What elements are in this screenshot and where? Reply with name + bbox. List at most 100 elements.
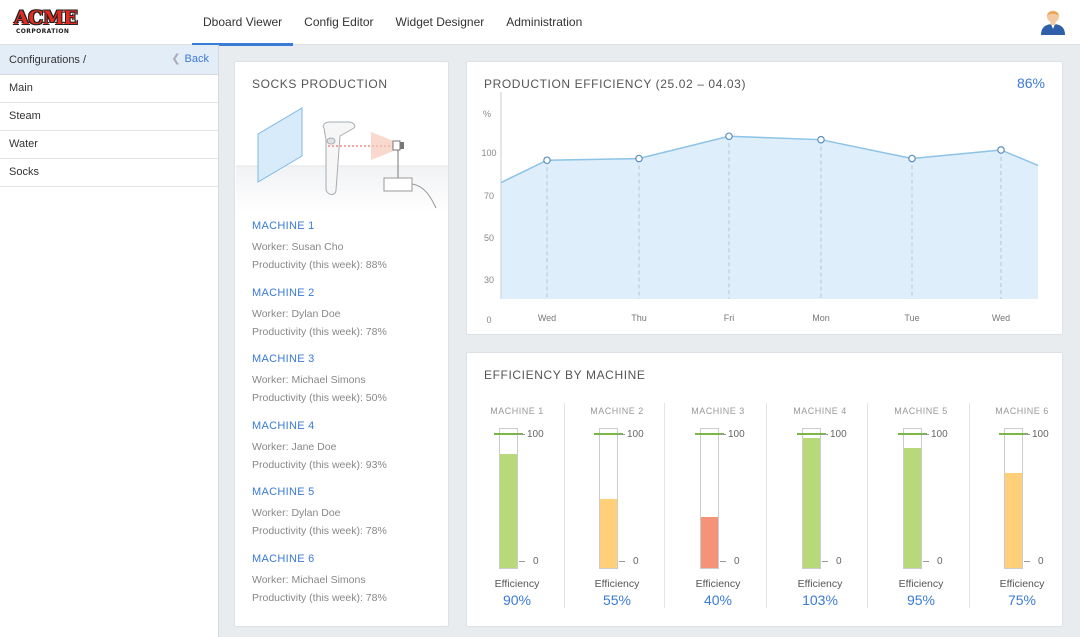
machine-gauge[interactable]: MACHINE 1 100 0 Efficiency 90% — [467, 403, 567, 613]
scale-max-label: 100 — [931, 429, 948, 440]
socks-production-card: SOCKS PRODUCTION MACHINE 1 Worker: Susan… — [234, 61, 449, 627]
machine-productivity: Productivity (this week): 50% — [252, 392, 387, 404]
machine-name[interactable]: MACHINE 6 — [252, 553, 315, 565]
machine-worker: Worker: Jane Doe — [252, 441, 337, 453]
efficiency-caption: Efficiency — [898, 578, 944, 590]
machine-illustration — [236, 107, 448, 214]
scale-tick — [519, 434, 525, 435]
machine-name[interactable]: MACHINE 4 — [252, 420, 315, 432]
gauge-fill — [701, 517, 718, 568]
scale-tick — [1024, 434, 1030, 435]
logo-subtitle: CORPORATION — [16, 28, 70, 35]
scale-max-label: 100 — [1032, 429, 1049, 440]
data-point — [635, 154, 643, 163]
machine-gauge[interactable]: MACHINE 5 100 0 Efficiency 95% — [871, 403, 971, 613]
gauge-fill — [803, 437, 820, 568]
machine-info-1: MACHINE 1 Worker: Susan Cho Productivity… — [252, 220, 442, 274]
data-point — [997, 146, 1005, 154]
sidebar: Configurations / ❮ Back Main Steam Water … — [0, 45, 219, 637]
machine-name[interactable]: MACHINE 5 — [252, 486, 315, 498]
y-tick-label: 100 — [481, 148, 496, 158]
user-avatar-icon[interactable] — [1040, 7, 1066, 35]
machine-gauge[interactable]: MACHINE 2 100 0 Efficiency 55% — [567, 403, 667, 613]
target-line — [797, 433, 826, 435]
scale-min-label: 0 — [937, 556, 943, 567]
machine-info-3: MACHINE 3 Worker: Michael Simons Product… — [252, 353, 442, 407]
machine-worker: Worker: Michael Simons — [252, 574, 366, 586]
scale-tick — [923, 434, 929, 435]
machine-gauge[interactable]: MACHINE 4 100 0 Efficiency 103% — [770, 403, 870, 613]
gauge-tube — [700, 428, 719, 569]
data-point — [908, 154, 916, 163]
production-efficiency-chart: % 0 30 50 70 100 Wed Thu Fri Mon Tue Wed — [481, 92, 1039, 325]
machine-productivity: Productivity (this week): 78% — [252, 592, 387, 604]
machine-name[interactable]: MACHINE 3 — [252, 353, 315, 365]
machine-productivity: Productivity (this week): 93% — [252, 459, 387, 471]
efficiency-value: 103% — [802, 592, 838, 608]
machine-info-4: MACHINE 4 Worker: Jane Doe Productivity … — [252, 420, 442, 474]
efficiency-by-machine-card: EFFICIENCY BY MACHINE MACHINE 1 100 0 Effic… — [466, 352, 1063, 627]
gauge-machine-label: MACHINE 3 — [691, 406, 745, 416]
gauge-tube — [599, 428, 618, 569]
scale-tick — [1024, 561, 1030, 562]
y-tick-label: 50 — [484, 233, 494, 243]
top-bar: ACME CORPORATION Dboard Viewer Config Ed… — [0, 0, 1080, 46]
efficiency-value: 40% — [703, 592, 733, 608]
nav-config-editor[interactable]: Config Editor — [304, 15, 374, 29]
logo-brand: ACME — [14, 7, 78, 29]
nav-widget-designer[interactable]: Widget Designer — [395, 15, 485, 29]
efficiency-caption: Efficiency — [594, 578, 640, 590]
gauge-fill — [1005, 473, 1022, 568]
machine-info-6: MACHINE 6 Worker: Michael Simons Product… — [252, 553, 442, 607]
efficiency-by-machine-title: EFFICIENCY BY MACHINE — [484, 368, 646, 382]
socks-production-title: SOCKS PRODUCTION — [252, 77, 388, 91]
machine-productivity: Productivity (this week): 78% — [252, 326, 387, 338]
sidebar-item-main[interactable]: Main — [0, 75, 218, 103]
nav-administration[interactable]: Administration — [506, 15, 583, 29]
machine-gauge[interactable]: MACHINE 3 100 0 Efficiency 40% — [668, 403, 768, 613]
machine-name[interactable]: MACHINE 2 — [252, 287, 315, 299]
sidebar-item-steam[interactable]: Steam — [0, 103, 218, 131]
machine-worker: Worker: Dylan Doe — [252, 308, 341, 320]
scale-min-label: 0 — [533, 556, 539, 567]
back-button[interactable]: ❮ Back — [171, 52, 209, 65]
column-divider — [867, 403, 868, 608]
gauge-tube — [499, 428, 518, 569]
gauge-fill — [500, 454, 517, 568]
sidebar-header: Configurations / ❮ Back — [0, 45, 218, 75]
gauge-fill — [904, 447, 921, 568]
gauge-tube — [903, 428, 922, 569]
scale-tick — [519, 561, 525, 562]
y-axis-unit: % — [483, 109, 491, 119]
column-divider — [766, 403, 767, 608]
scale-tick — [822, 561, 828, 562]
scale-max-label: 100 — [728, 429, 745, 440]
efficiency-caption: Efficiency — [797, 578, 843, 590]
main-nav: Dboard Viewer Config Editor Widget Desig… — [192, 0, 593, 46]
x-tick-label: Mon — [812, 313, 830, 323]
gauge-fill — [600, 498, 617, 568]
production-efficiency-value: 86% — [1016, 75, 1045, 91]
x-tick-label: Fri — [724, 313, 735, 323]
scale-max-label: 100 — [830, 429, 847, 440]
machine-worker: Worker: Dylan Doe — [252, 507, 341, 519]
efficiency-value: 75% — [1007, 592, 1037, 608]
sidebar-item-socks[interactable]: Socks — [0, 159, 218, 187]
area-fill — [501, 136, 1038, 299]
acme-logo[interactable]: ACME CORPORATION — [14, 9, 78, 37]
machine-name[interactable]: MACHINE 1 — [252, 220, 315, 232]
data-point — [817, 135, 825, 144]
sidebar-item-water[interactable]: Water — [0, 131, 218, 159]
efficiency-value: 90% — [502, 592, 532, 608]
nav-dboard-viewer[interactable]: Dboard Viewer — [192, 0, 294, 46]
data-point — [725, 132, 733, 141]
x-tick-label: Thu — [631, 313, 647, 323]
scale-max-label: 100 — [627, 429, 644, 440]
column-divider — [969, 403, 970, 608]
y-tick-label: 30 — [484, 275, 494, 285]
sidebar-title: Configurations / — [9, 54, 87, 66]
gauge-tube — [1004, 428, 1023, 569]
scale-tick — [822, 434, 828, 435]
gauge-machine-label: MACHINE 5 — [894, 406, 948, 416]
machine-gauge[interactable]: MACHINE 6 100 0 Efficiency 75% — [972, 403, 1072, 613]
